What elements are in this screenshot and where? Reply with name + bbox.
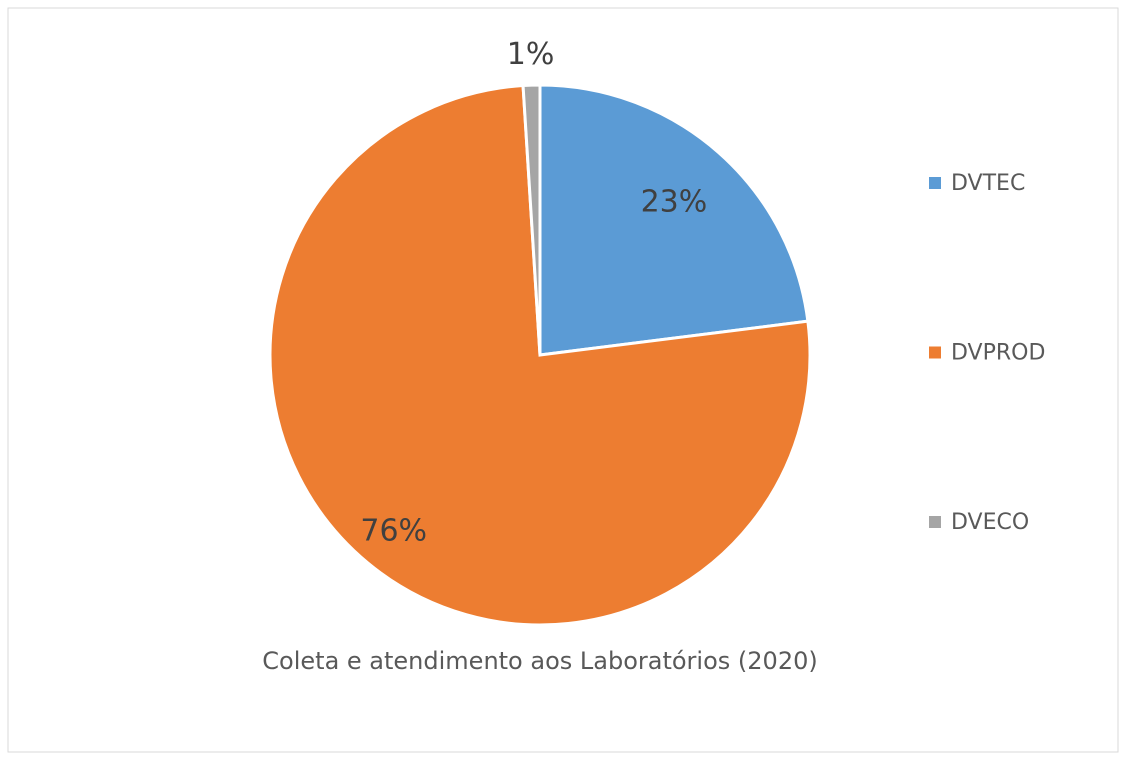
pie-slice: [538, 83, 810, 357]
legend-swatch: [929, 516, 941, 528]
legend-label: DVPROD: [951, 341, 1045, 366]
chart-title: Coleta e atendimento aos Laboratórios (2…: [262, 647, 817, 675]
legend-label: DVTEC: [951, 171, 1025, 196]
legend-swatch: [929, 346, 941, 359]
data-label: 1%: [507, 37, 555, 72]
legend-swatch: [929, 177, 941, 189]
data-label: 23%: [641, 185, 708, 220]
legend-label: DVECO: [951, 510, 1029, 535]
pie-slice: [268, 83, 812, 627]
data-label: 76%: [360, 513, 427, 548]
pie-slice: [521, 83, 542, 356]
